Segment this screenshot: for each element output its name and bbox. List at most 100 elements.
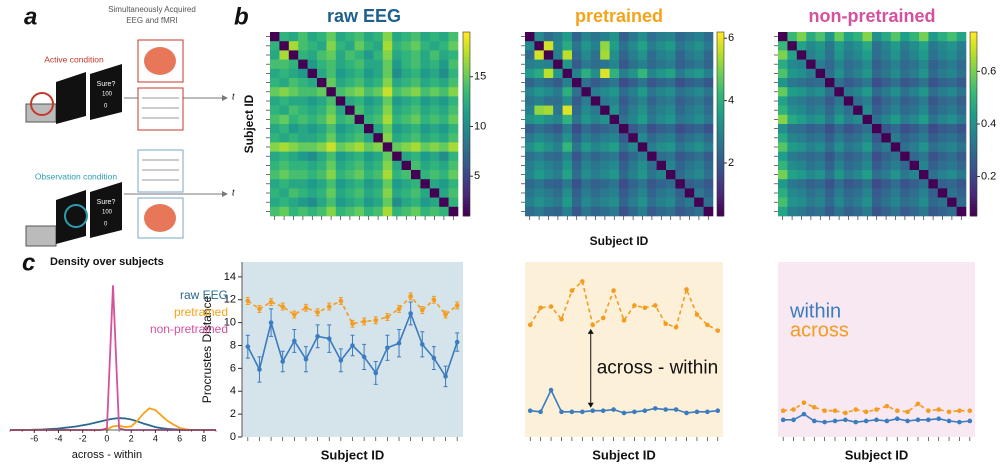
heat-cell: [637, 197, 648, 208]
heat-cell: [307, 197, 318, 208]
heat-cell: [684, 32, 695, 42]
heat-cell: [956, 197, 967, 208]
heat-cell: [619, 59, 629, 70]
error-cap: [420, 306, 425, 314]
heat-cell: [543, 206, 554, 217]
colorbar-step: [970, 35, 977, 39]
heat-cell: [872, 87, 882, 97]
heat-cell: [373, 151, 384, 162]
heat-cell: [448, 68, 459, 79]
heat-cell: [448, 197, 459, 208]
heat-cell: [843, 160, 854, 171]
heat-cell: [675, 133, 686, 143]
heat-cell: [694, 197, 704, 208]
heat-cell: [429, 142, 440, 152]
heat-cell: [439, 87, 449, 97]
heat-cell: [675, 41, 686, 51]
heat-cell: [862, 78, 873, 88]
colorbar-step: [463, 173, 470, 177]
heat-cell: [534, 105, 545, 116]
colorbar-step: [463, 139, 470, 143]
heat-cell: [364, 151, 374, 162]
heat-cell: [382, 50, 393, 60]
heat-cell: [628, 151, 639, 162]
heat-cell: [572, 78, 582, 88]
heat-cell: [928, 68, 939, 79]
heat-cell: [628, 124, 639, 134]
heat-cell: [834, 96, 845, 106]
heat-cell: [562, 96, 573, 106]
heat-cell: [562, 68, 573, 79]
x-tick-label: 2: [129, 433, 134, 443]
heat-cell: [609, 59, 620, 70]
heat-cell: [909, 124, 920, 134]
heat-cell: [815, 68, 826, 79]
colorbar-step: [463, 127, 470, 131]
heat-cell: [675, 170, 686, 180]
heat-cell: [279, 96, 290, 106]
heat-cell: [279, 32, 290, 42]
heat-cell: [354, 32, 365, 42]
heat-cell: [307, 160, 318, 171]
error-cap: [443, 365, 448, 388]
heat-cell: [778, 68, 788, 79]
colorbar-step: [970, 160, 977, 165]
heat-cell: [872, 124, 882, 134]
data-point: [822, 408, 827, 413]
heat-cell: [694, 188, 704, 198]
heat-cell: [890, 32, 901, 42]
colorbar-step: [463, 81, 470, 85]
prompt-text: Sure?: [97, 81, 116, 88]
heat-cell: [937, 160, 948, 171]
heat-cell: [675, 96, 686, 106]
heat-cell: [439, 170, 449, 180]
heat-cell: [881, 206, 892, 217]
heat-cell: [364, 133, 374, 143]
error-cap: [269, 298, 274, 306]
colorbar-step: [463, 50, 470, 54]
heat-cell: [619, 170, 629, 180]
data-point: [443, 374, 448, 379]
heat-cell: [354, 179, 365, 189]
heat-cell: [439, 59, 449, 70]
condition-label: Observation condition: [35, 171, 117, 181]
data-point: [791, 417, 796, 423]
colorbar-step: [717, 151, 724, 156]
y-tick-label: 14: [224, 271, 236, 283]
colorbar-step: [717, 47, 724, 51]
heat-cell: [778, 142, 788, 152]
heat-cell: [666, 206, 676, 217]
heat-cell: [919, 105, 929, 116]
heat-cell: [525, 188, 535, 198]
heat-cell: [862, 206, 873, 217]
data-point: [936, 416, 942, 421]
colorbar-step: [970, 108, 977, 113]
heat-cell: [628, 32, 639, 42]
heat-cell: [354, 114, 365, 125]
heat-cell: [825, 160, 835, 171]
heat-cell: [590, 87, 601, 97]
colorbar-step: [970, 32, 977, 36]
heat-cell: [947, 179, 957, 189]
heat-cell: [382, 206, 393, 217]
heat-cell: [401, 59, 412, 70]
colorbar-step: [463, 38, 470, 42]
heat-cell: [815, 160, 826, 171]
heat-cell: [392, 197, 402, 208]
heat-cell: [439, 124, 449, 134]
heat-cell: [703, 87, 714, 97]
heat-cell: [581, 87, 592, 97]
colorbar-step: [463, 96, 470, 100]
heat-cell: [853, 188, 863, 198]
heat-cell: [862, 68, 873, 79]
data-point: [373, 318, 379, 323]
heat-cell: [553, 197, 563, 208]
heat-cell: [937, 68, 948, 79]
heat-cell: [345, 41, 355, 51]
heat-cell: [439, 68, 449, 79]
heat-cell: [345, 105, 355, 116]
heat-cell: [853, 32, 863, 42]
heat-cell: [392, 160, 402, 171]
data-point: [419, 307, 425, 313]
heat-cell: [872, 206, 882, 217]
